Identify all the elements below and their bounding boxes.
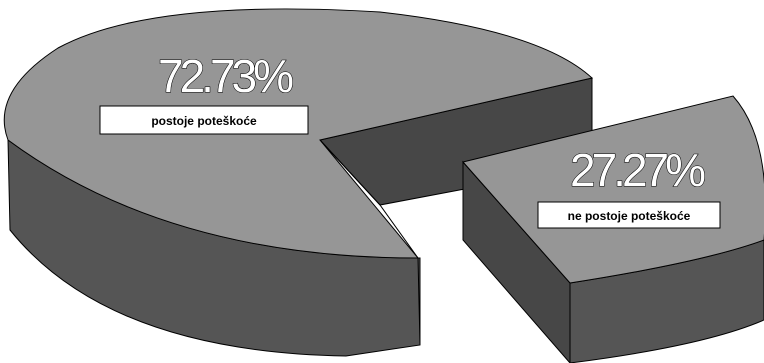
value-label-ne-postoje-poteskoce: 27.27% [570, 144, 705, 196]
category-label-ne-postoje-poteskoce: ne postoje poteškoće [568, 209, 691, 223]
category-label-box-ne-postoje-poteskoce [537, 201, 721, 229]
value-label-postoje-poteskoce: 72.73% [158, 50, 293, 102]
slice-postoje-poteskoce-cut-face-lower [319, 139, 421, 346]
category-label-postoje-poteskoce: postoje poteškoće [151, 114, 257, 128]
pie-slice-ne-postoje-poteskoce [462, 95, 764, 363]
category-label-box-postoje-poteskoce [99, 105, 309, 135]
